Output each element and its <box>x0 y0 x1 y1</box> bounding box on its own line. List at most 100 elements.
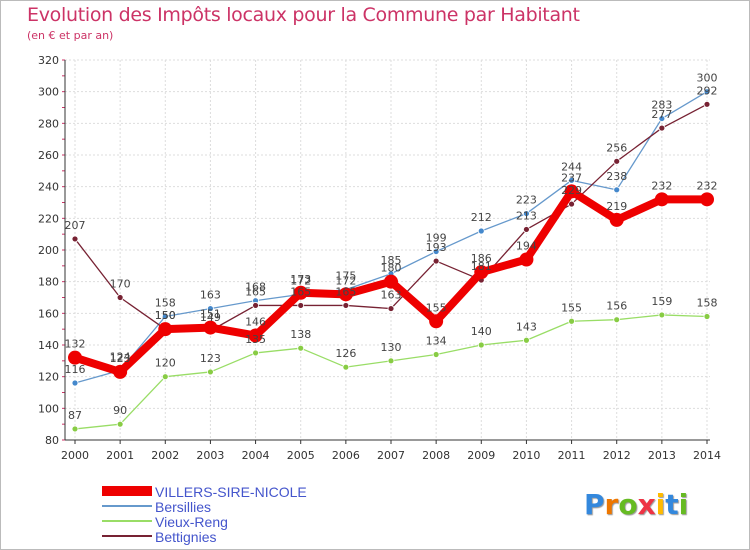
brand-letter: P <box>584 488 605 521</box>
legend-label-bersillies: Bersillies <box>155 499 212 515</box>
point-villers <box>248 328 263 343</box>
point-vieux-reng <box>523 336 530 344</box>
data-label-bersillies: 212 <box>471 211 492 224</box>
x-tick-label: 2004 <box>242 449 270 462</box>
x-tick-label: 2008 <box>422 449 450 462</box>
x-tick-label: 2003 <box>196 449 224 462</box>
legend-label-vieux-reng: Vieux-Reng <box>155 514 228 530</box>
point-vieux-reng <box>387 357 395 365</box>
legend-label-bettignies: Bettignies <box>155 529 217 545</box>
data-label-bettignies: 213 <box>516 209 537 222</box>
legend-swatch-bersillies <box>102 505 152 507</box>
point-villers <box>654 192 669 207</box>
point-bettignies <box>568 200 575 208</box>
data-label-bersillies: 116 <box>65 363 86 376</box>
data-label-villers: 186 <box>471 252 492 265</box>
data-label-villers: 219 <box>606 200 627 213</box>
y-tick-label: 320 <box>38 54 59 67</box>
x-tick-label: 2007 <box>377 449 405 462</box>
x-tick-label: 2011 <box>558 449 586 462</box>
point-bettignies <box>71 235 79 243</box>
x-tick-label: 2013 <box>648 449 676 462</box>
point-bersillies <box>703 88 711 96</box>
data-label-bersillies: 172 <box>290 274 311 287</box>
data-label-vieux-reng: 135 <box>245 333 266 346</box>
y-tick-label: 300 <box>38 86 59 99</box>
data-label-vieux-reng: 134 <box>426 335 447 348</box>
data-label-vieux-reng: 156 <box>606 300 627 313</box>
data-label-bettignies: 207 <box>65 219 86 232</box>
data-label-bersillies: 199 <box>426 232 447 245</box>
point-bettignies <box>342 302 350 309</box>
data-label-bersillies: 238 <box>606 170 627 183</box>
point-vieux-reng <box>432 351 440 358</box>
point-villers <box>519 252 534 267</box>
brand-letter: x <box>637 488 656 521</box>
brand-letter: r <box>604 488 619 521</box>
x-tick-label: 2014 <box>693 449 721 462</box>
point-bersillies <box>523 210 530 217</box>
data-label-bettignies: 165 <box>335 285 356 298</box>
brand-letter: i <box>678 488 689 521</box>
data-label-vieux-reng: 158 <box>697 297 718 310</box>
data-label-villers: 180 <box>381 262 402 275</box>
point-villers <box>564 184 579 199</box>
point-bersillies <box>161 313 169 320</box>
x-tick-label: 2001 <box>106 449 134 462</box>
point-villers <box>609 212 624 227</box>
x-tick-label: 2010 <box>512 449 540 462</box>
point-vieux-reng <box>703 313 711 320</box>
data-label-villers: 155 <box>426 301 447 314</box>
data-label-bettignies: 229 <box>561 184 582 197</box>
data-label-bettignies: 277 <box>651 108 672 121</box>
legend-swatch-vieux-reng <box>102 520 152 522</box>
point-bettignies <box>432 257 440 265</box>
data-label-vieux-reng: 126 <box>335 347 356 360</box>
data-label-bettignies: 163 <box>381 289 402 302</box>
data-label-vieux-reng: 159 <box>651 295 672 308</box>
data-label-villers: 194 <box>516 240 537 253</box>
data-label-vieux-reng: 87 <box>68 409 82 422</box>
point-vieux-reng <box>658 311 666 319</box>
data-label-vieux-reng: 140 <box>471 325 492 338</box>
data-label-bettignies: 165 <box>290 285 311 298</box>
point-vieux-reng <box>71 425 79 433</box>
point-villers <box>203 320 218 335</box>
data-label-bersillies: 300 <box>697 72 718 85</box>
brand-logo: Proxiti <box>584 488 688 521</box>
point-bersillies <box>613 186 621 194</box>
data-label-bettignies: 149 <box>200 311 221 324</box>
legend-swatch-villers <box>102 486 152 496</box>
point-villers <box>700 192 714 207</box>
point-bettignies <box>613 157 621 165</box>
data-label-bettignies: 170 <box>110 278 131 291</box>
point-bersillies <box>432 248 440 255</box>
y-tick-label: 80 <box>45 434 59 447</box>
y-tick-label: 160 <box>38 307 59 320</box>
data-label-vieux-reng: 155 <box>561 301 582 314</box>
chart-subtitle: (en € et par an) <box>27 29 114 42</box>
point-vieux-reng <box>116 420 124 428</box>
data-label-bersillies: 158 <box>155 297 176 310</box>
point-bersillies <box>568 176 575 184</box>
point-bersillies <box>477 227 485 235</box>
point-vieux-reng <box>477 341 485 349</box>
data-label-villers: 151 <box>200 308 221 321</box>
point-vieux-reng <box>342 363 350 371</box>
data-label-bersillies: 244 <box>561 160 582 173</box>
data-label-bettignies: 256 <box>606 141 627 154</box>
data-label-villers: 172 <box>335 274 356 287</box>
point-bettignies <box>297 302 305 309</box>
y-tick-label: 140 <box>38 339 59 352</box>
point-bettignies <box>116 294 124 301</box>
point-villers <box>429 314 444 329</box>
legend-label-villers: VILLERS-SIRE-NICOLE <box>155 484 307 500</box>
data-label-bersillies: 168 <box>245 281 266 294</box>
data-label-villers: 237 <box>561 171 582 184</box>
data-label-bersillies: 283 <box>651 99 672 112</box>
point-villers <box>113 364 128 379</box>
brand-letter: o <box>618 488 638 521</box>
data-label-bersillies: 175 <box>335 270 356 283</box>
data-label-vieux-reng: 130 <box>381 341 402 354</box>
x-tick-label: 2012 <box>603 449 631 462</box>
